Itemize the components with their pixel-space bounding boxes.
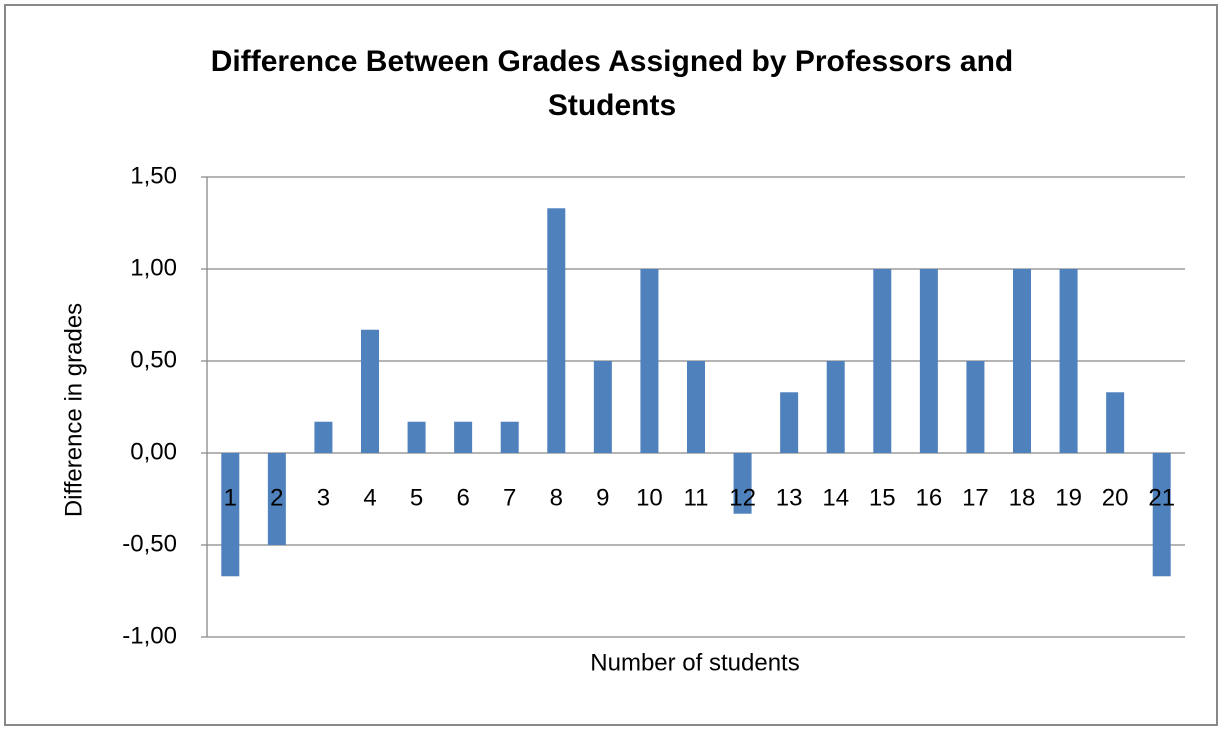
x-tick-label: 21: [1148, 484, 1175, 511]
bar: [221, 453, 240, 577]
bar: [780, 392, 799, 453]
x-tick-label: 11: [684, 484, 709, 511]
x-tick-label: 17: [962, 484, 989, 511]
x-tick-label: 16: [916, 484, 943, 511]
x-tick-label: 7: [503, 484, 516, 511]
bar: [500, 421, 519, 453]
bar: [361, 329, 379, 453]
x-tick-label: 19: [1055, 484, 1082, 511]
y-tick-label: 1,00: [130, 254, 177, 281]
bar: [267, 453, 286, 545]
x-tick-label: 14: [822, 484, 849, 511]
x-tick-label: 10: [636, 484, 663, 511]
bar: [1152, 453, 1171, 577]
y-tick-label: -1,00: [122, 622, 177, 649]
bar: [640, 269, 659, 453]
x-tick-label: 9: [596, 484, 609, 511]
x-tick-label: 15: [869, 484, 896, 511]
bar: [1106, 392, 1125, 453]
x-tick-label: 5: [410, 484, 423, 511]
bar: [1013, 269, 1031, 453]
x-axis-label: Number of students: [590, 649, 799, 676]
bar: [919, 269, 938, 453]
bar: [593, 361, 612, 453]
x-tick-label: 4: [363, 484, 376, 511]
x-tick-label: 13: [776, 484, 803, 511]
x-tick-label: 2: [270, 484, 283, 511]
y-tick-label: 1,50: [130, 162, 177, 189]
x-tick-label: 12: [729, 484, 756, 511]
y-tick-label: -0,50: [122, 530, 177, 557]
bar: [407, 421, 426, 453]
y-axis-label: Difference in grades: [60, 303, 87, 517]
bar: [547, 208, 566, 453]
x-tick-label: 3: [317, 484, 330, 511]
bar: [966, 361, 985, 453]
x-tick-label: 18: [1009, 484, 1036, 511]
y-tick-label: 0,50: [130, 346, 177, 373]
bar: [687, 361, 705, 453]
bar: [454, 421, 473, 453]
x-tick-label: 1: [224, 484, 237, 511]
chart-title: Difference Between Grades Assigned by Pr…: [210, 45, 1014, 122]
y-tick-label: 0,00: [130, 438, 177, 465]
bar: [873, 269, 892, 453]
x-tick-label: 6: [456, 484, 469, 511]
bar: [1059, 269, 1078, 453]
x-tick-label: 20: [1102, 484, 1129, 511]
x-tick-label: 8: [550, 484, 563, 511]
bar: [733, 453, 752, 514]
bar: [314, 421, 333, 453]
bar: [826, 361, 845, 453]
